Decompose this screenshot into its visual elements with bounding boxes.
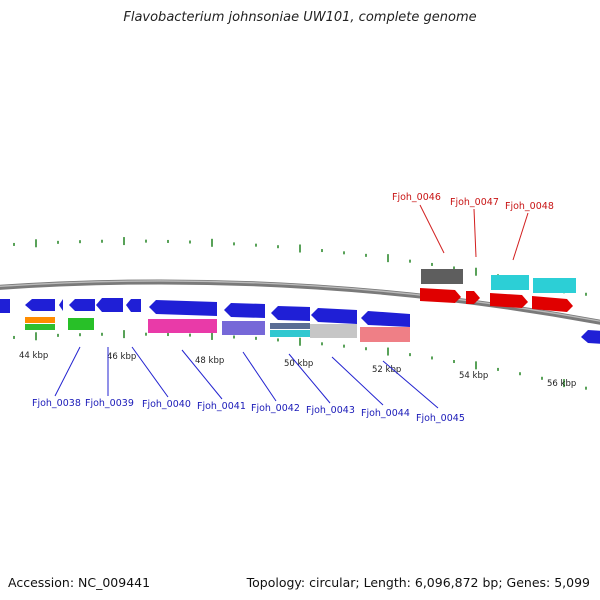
feature-box-cyan[interactable] — [491, 275, 529, 290]
gene-arrow[interactable] — [126, 299, 141, 312]
gene-labels-top: Fjoh_0046 Fjoh_0047 Fjoh_0048 — [392, 192, 554, 212]
gene-label[interactable]: Fjoh_0043 — [306, 405, 355, 416]
gene-arrow[interactable] — [69, 299, 95, 311]
leader-line — [131, 346, 169, 398]
rrna-arrow[interactable] — [420, 288, 461, 303]
feature-cluster-top-right — [420, 269, 576, 312]
gene-arrow[interactable] — [96, 298, 123, 312]
cds-strand-forward — [0, 298, 600, 344]
rrna-arrow[interactable] — [532, 296, 573, 312]
leader-line — [331, 356, 384, 406]
leader-line — [181, 349, 223, 400]
gene-label[interactable]: Fjoh_0046 — [392, 192, 441, 203]
rrna-arrow[interactable] — [490, 293, 528, 308]
map-title: Flavobacterium johnsoniae UW101, complet… — [123, 10, 477, 25]
genome-backbone — [0, 279, 600, 325]
gene-label[interactable]: Fjoh_0038 — [32, 398, 81, 409]
gene-arrow[interactable] — [361, 311, 410, 327]
gene-label[interactable]: Fjoh_0044 — [361, 408, 410, 419]
gene-label[interactable]: Fjoh_0045 — [416, 413, 465, 424]
gene-label[interactable]: Fjoh_0039 — [85, 398, 134, 409]
feature-box-salmon[interactable] — [360, 327, 410, 342]
rrna-arrow[interactable] — [466, 291, 480, 304]
feature-box-cyan[interactable] — [270, 330, 310, 337]
gene-arrow[interactable] — [311, 308, 357, 324]
feature-box-grey[interactable] — [310, 324, 357, 338]
scale-label: 46 kbp — [107, 352, 136, 362]
feature-box-purple[interactable] — [222, 321, 265, 335]
leader-line — [288, 353, 331, 404]
feature-box-green[interactable] — [68, 318, 94, 330]
gene-label[interactable]: Fjoh_0041 — [197, 401, 246, 412]
scale-label: 48 kbp — [195, 356, 224, 366]
gene-label[interactable]: Fjoh_0040 — [142, 399, 191, 410]
scale-labels: 44 kbp 46 kbp 48 kbp 50 kbp 52 kbp 54 kb… — [19, 351, 576, 389]
feature-box-magenta[interactable] — [148, 319, 217, 333]
gene-labels-bottom: Fjoh_0038 Fjoh_0039 Fjoh_0040 Fjoh_0041 … — [32, 398, 465, 424]
gene-label[interactable]: Fjoh_0047 — [450, 197, 499, 208]
leader-line — [382, 360, 439, 409]
scale-label: 50 kbp — [284, 359, 313, 369]
genome-backbone-highlight — [0, 280, 600, 322]
leader-line — [473, 208, 477, 258]
leader-line — [54, 346, 81, 397]
gene-arrow[interactable] — [149, 300, 217, 316]
feature-box-green[interactable] — [25, 324, 55, 330]
feature-box-dark-grey[interactable] — [421, 269, 463, 284]
feature-boxes-bottom — [25, 317, 410, 342]
feature-box-orange[interactable] — [25, 317, 55, 323]
feature-box-slate[interactable] — [270, 323, 310, 329]
gene-arrow[interactable] — [224, 303, 265, 318]
gene-arrow[interactable] — [25, 299, 55, 311]
genome-summary-text: Topology: circular; Length: 6,096,872 bp… — [246, 575, 590, 590]
gene-label[interactable]: Fjoh_0042 — [251, 403, 300, 414]
gene-arrow[interactable] — [581, 330, 600, 344]
accession-text: Accession: NC_009441 — [8, 575, 151, 590]
scale-label: 52 kbp — [372, 365, 401, 375]
gene-arrow[interactable] — [271, 306, 310, 321]
leader-lines-bottom — [54, 346, 439, 409]
scale-label: 54 kbp — [459, 371, 488, 381]
feature-box-cyan[interactable] — [533, 278, 576, 293]
tick-track-bottom — [13, 330, 587, 390]
scale-label: 56 kbp — [547, 379, 576, 389]
scale-label: 44 kbp — [19, 351, 48, 361]
leader-line — [242, 351, 277, 402]
gene-label[interactable]: Fjoh_0048 — [505, 201, 554, 212]
leader-line — [419, 204, 445, 254]
leader-lines-top — [419, 204, 529, 261]
gene-arrow[interactable] — [0, 299, 10, 313]
leader-line — [512, 212, 529, 261]
gene-arrow[interactable] — [59, 299, 63, 311]
